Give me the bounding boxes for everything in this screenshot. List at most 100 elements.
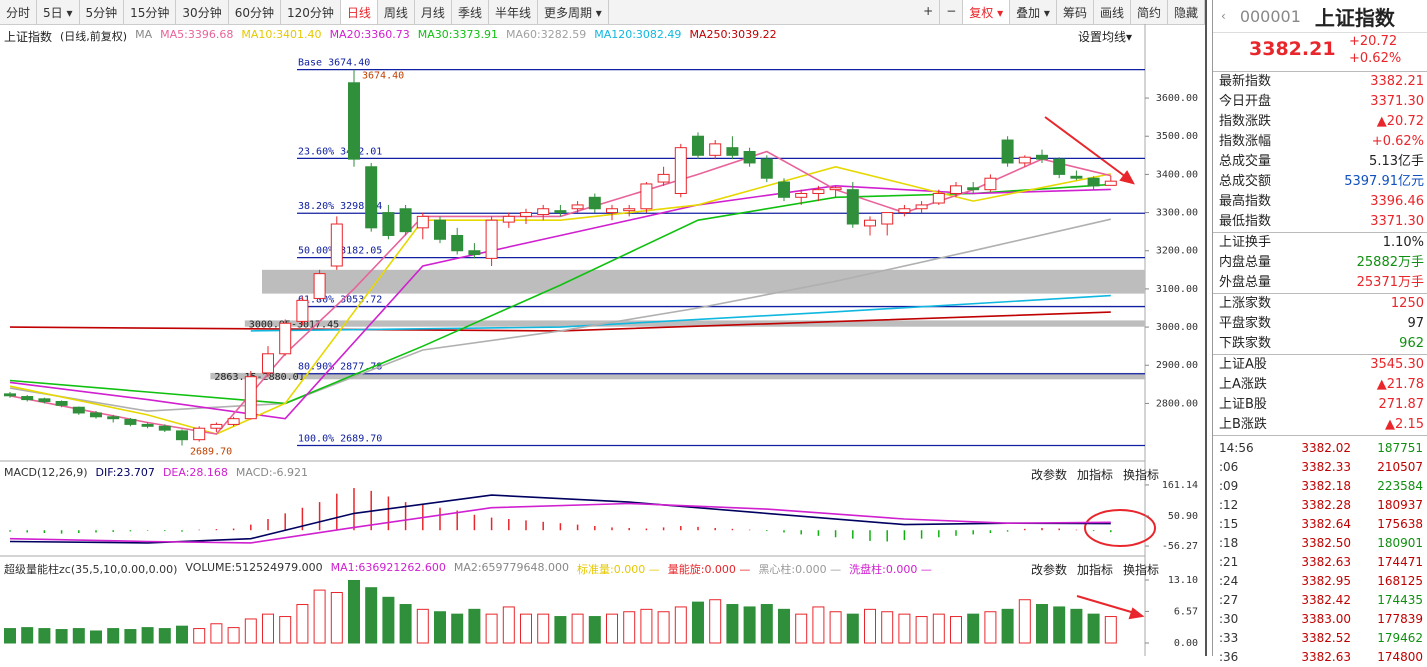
tab[interactable]: 15分钟 [124,0,177,24]
highlight-circle [1084,509,1156,547]
y-tick-label: 13.10 [1168,575,1198,586]
tool-button[interactable]: 叠加 ▾ [1010,0,1057,24]
back-icon[interactable]: ‹ [1221,9,1226,23]
tab[interactable]: 分时 [0,0,38,24]
quote-row: 平盘家数 97 [1213,314,1427,334]
tick-volume: 187751 [1377,441,1423,455]
volume-legend: 超级量能柱zc(35,5,10,0.00,0.00) VOLUME:5125249… [4,561,932,577]
quote-rows: 最新指数 3382.21 今日开盘 3371.30 指数涨跌 ▲20.72 指数涨幅 +0.6… [1213,72,1427,436]
y-tick-label: 2900.00 [1156,360,1198,371]
legend-item: MA250:3039.22 [689,28,777,41]
panel-button[interactable]: 改参数 [1030,563,1067,577]
chart-title: 上证指数 [4,30,53,44]
row-value: 962 [1399,336,1424,351]
row-label: 外盘总量 [1219,275,1272,290]
tab[interactable]: 月线 [415,0,452,24]
tab[interactable]: 60分钟 [229,0,281,24]
tab[interactable]: 季线 [452,0,489,24]
row-value: 271.87 [1378,397,1425,412]
volume-bar [416,608,429,644]
quote-row: 上证B股 271.87 [1213,395,1427,415]
quote-row: 总成交量 5.13亿手 [1213,152,1427,172]
volume-bar [537,613,550,644]
candle-body [38,398,51,403]
tick-volume: 175638 [1377,517,1423,531]
ma-line [9,502,1111,544]
legend-item: MA5:3396.68 [160,28,234,41]
panel-button[interactable]: 加指标 [1076,468,1113,482]
quote-panel: ‹ 000001 上证指数 3382.21 +20.72 +0.62% 最新指数… [1212,0,1427,664]
tab[interactable]: 5分钟 [80,0,125,24]
volume-bar [1070,608,1083,644]
volume-bar [262,613,274,644]
tick-time: :09 [1219,479,1239,493]
tab[interactable]: 半年线 [489,0,538,24]
volume-bar [399,604,412,644]
volume-bar [1018,599,1031,644]
price: 3382.21 [1249,38,1336,60]
quote-row: 指数涨跌 ▲20.72 [1213,112,1427,132]
row-value: 97 [1407,316,1424,331]
candle-body [434,219,446,240]
tab[interactable]: 日线 [340,0,378,24]
volume-bar [829,611,842,644]
ma-line [9,183,1111,405]
row-label: 今日开盘 [1219,94,1272,109]
legend-item: MA10:3401.40 [241,28,322,41]
volume-bar [107,628,120,644]
tick-volume: 174471 [1377,555,1423,569]
panel-button[interactable]: 加指标 [1076,563,1113,577]
tab[interactable]: 5日 ▾ [37,0,80,24]
volume-bar [588,616,601,644]
candle-body [72,406,85,414]
row-label: 平盘家数 [1219,316,1272,331]
candle-body [520,212,532,217]
tab[interactable]: 30分钟 [176,0,229,24]
candle-body [451,234,464,252]
candle-body [760,158,773,179]
panel-button[interactable]: 改参数 [1030,468,1067,482]
price-box: 3382.21 +20.72 +0.62% [1213,33,1427,72]
tab[interactable]: 120分钟 [281,0,341,24]
panel-button[interactable]: 换指标 [1122,468,1159,482]
quote-header: ‹ 000001 上证指数 [1213,0,1427,33]
tick-row: :33 3382.52 179462 [1213,629,1427,648]
row-value: 3382.21 [1370,74,1424,89]
volume-bar [760,604,773,644]
candle-body [795,192,808,198]
zone-label: 3000.95-3017.45 [249,319,339,330]
legend-item: MA20:3360.73 [329,28,410,41]
candle-body [915,204,928,210]
tab[interactable]: 更多周期 ▾ [538,0,609,24]
tool-button[interactable]: 画线 [1094,0,1131,24]
tick-volume: 177839 [1377,612,1423,626]
candle-body [692,135,704,156]
y-tick-label: 2800.00 [1156,398,1198,409]
tab[interactable]: 周线 [378,0,415,24]
y-tick-label: 3300.00 [1156,208,1198,219]
gap-zone [262,269,1145,294]
arrows [1044,116,1145,620]
candle-body [537,208,550,215]
candle-body [778,181,790,198]
panel-button[interactable]: 换指标 [1122,563,1159,577]
tool-button[interactable]: + [917,0,941,24]
tool-button[interactable]: 复权 ▾ [963,0,1011,24]
y-tick-label: 50.90 [1168,511,1198,522]
candle-body [416,215,429,229]
tool-button[interactable]: 隐藏 [1168,0,1205,24]
candle-body [898,208,911,214]
macd-buttons: 改参数 加指标 换指标 [1031,466,1159,483]
tick-volume: 179462 [1377,631,1423,645]
candle-body [709,143,722,156]
volume-bar [158,628,171,644]
tool-button[interactable]: − [940,0,964,24]
tool-button[interactable]: 简约 [1131,0,1168,24]
y-tick-label: 161.14 [1162,480,1198,491]
tool-button[interactable]: 筹码 [1057,0,1094,24]
tick-time: :30 [1219,612,1239,626]
row-label: 最高指数 [1219,194,1272,209]
volume-bar [1001,608,1014,644]
settings-button[interactable]: 设置均线▾ [1078,30,1133,44]
toolbar: 分时 5日 ▾ 5分钟 15分钟 30分钟 60分钟 120分钟 日线 周线 月线 季线 半年线 更多周… [0,0,1205,25]
